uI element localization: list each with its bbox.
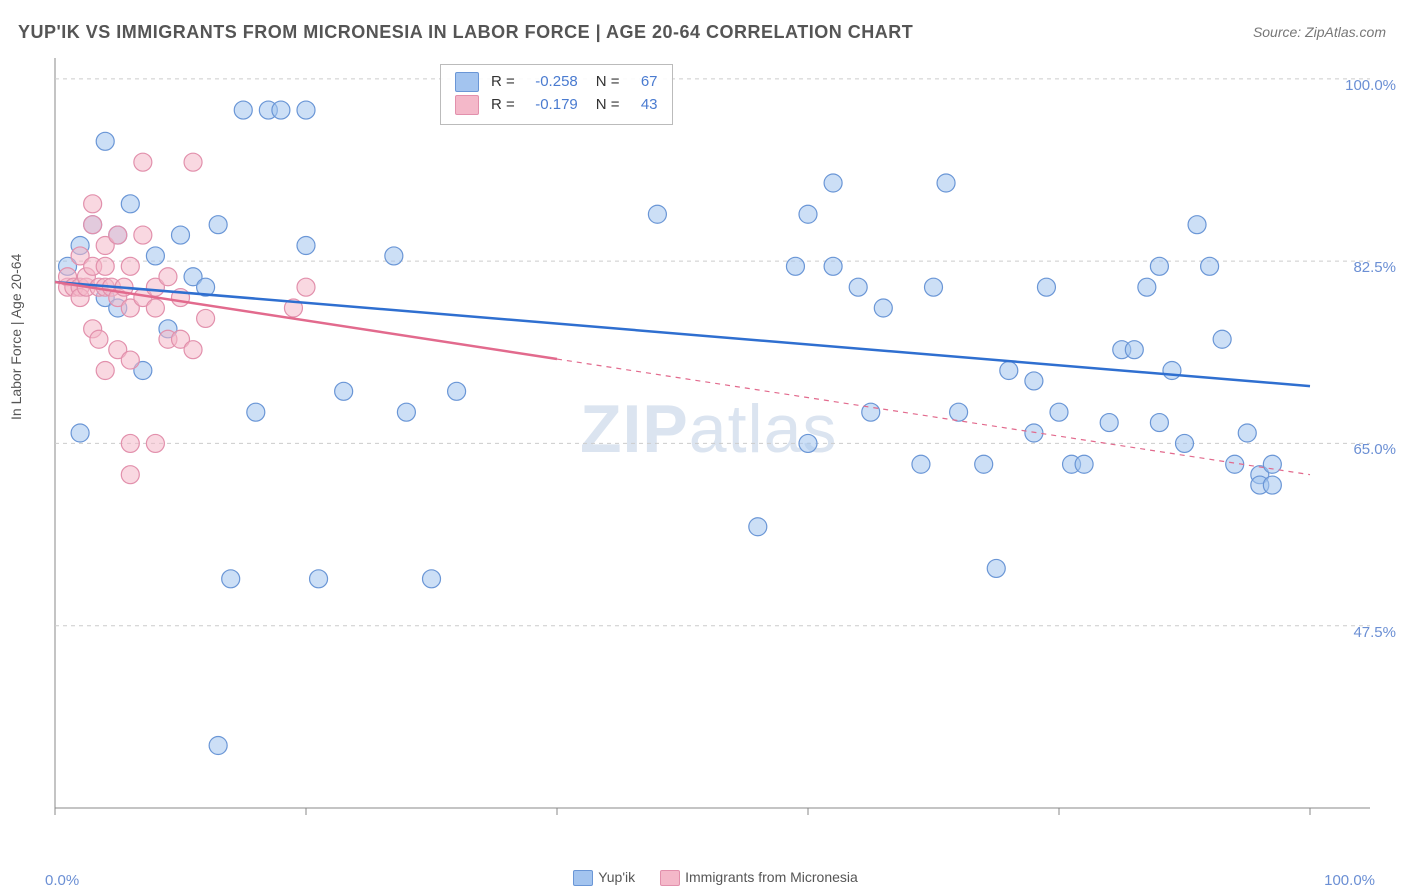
legend-label: Immigrants from Micronesia xyxy=(685,869,858,885)
r-value: -0.179 xyxy=(523,94,578,117)
legend-label: Yup'ik xyxy=(598,869,635,885)
chart-title: YUP'IK VS IMMIGRANTS FROM MICRONESIA IN … xyxy=(18,22,913,43)
legend-swatch xyxy=(455,72,479,92)
n-label: N = xyxy=(596,71,620,94)
y-axis-label: In Labor Force | Age 20-64 xyxy=(8,254,24,420)
r-value: -0.258 xyxy=(523,71,578,94)
series-legend: Yup'ik Immigrants from Micronesia xyxy=(0,869,1406,886)
legend-row: R = -0.258 N = 67 xyxy=(455,71,658,94)
n-value: 67 xyxy=(628,71,658,94)
legend-swatch xyxy=(455,95,479,115)
legend-swatch xyxy=(660,870,680,886)
chart-svg xyxy=(50,58,1370,828)
legend-row: R = -0.179 N = 43 xyxy=(455,94,658,117)
scatter-plot xyxy=(50,58,1370,828)
r-label: R = xyxy=(491,94,515,117)
correlation-legend: R = -0.258 N = 67 R = -0.179 N = 43 xyxy=(440,64,673,125)
legend-swatch xyxy=(573,870,593,886)
n-label: N = xyxy=(596,94,620,117)
source-label: Source: ZipAtlas.com xyxy=(1253,24,1386,40)
n-value: 43 xyxy=(628,94,658,117)
r-label: R = xyxy=(491,71,515,94)
